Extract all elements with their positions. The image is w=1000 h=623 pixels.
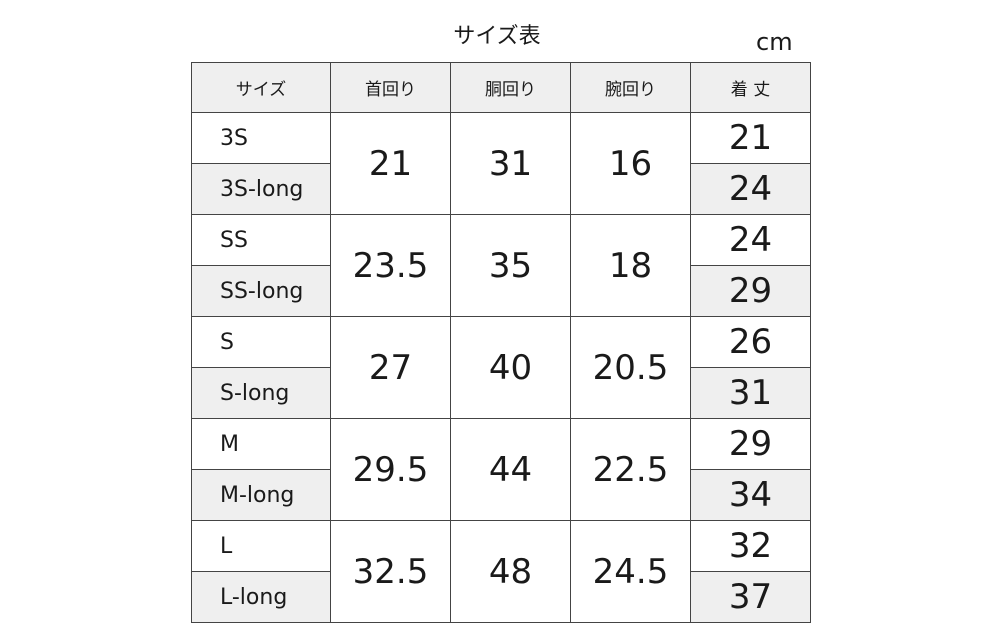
- header-chest: 胴回り: [450, 62, 571, 113]
- header-arm: 腕回り: [570, 62, 691, 113]
- table-row: S-long 31: [191, 367, 811, 419]
- header-row: サイズ 首回り 胴回り 腕回り 着 丈: [191, 62, 811, 113]
- neck-cell: 29.5: [330, 418, 451, 521]
- length-cell-long: 37: [690, 571, 811, 623]
- table-row: 3S 21 31 16 21: [191, 112, 811, 215]
- length-cell: 32: [690, 520, 811, 572]
- chest-cell: 44: [450, 418, 571, 521]
- length-cell-long: 29: [690, 265, 811, 317]
- length-cell-long: 31: [690, 367, 811, 419]
- chest-cell: 31: [450, 112, 571, 215]
- length-cell: 24: [690, 214, 811, 266]
- chest-cell: 40: [450, 316, 571, 419]
- size-cell: SS: [191, 214, 331, 266]
- length-cell-long: 24: [690, 163, 811, 215]
- table-row: L 32.5 48 24.5 32: [191, 520, 811, 623]
- length-cell: 29: [690, 418, 811, 470]
- table-row: 3S-long 24: [191, 163, 811, 215]
- table-row: S 27 40 20.5 26: [191, 316, 811, 419]
- neck-cell: 21: [330, 112, 451, 215]
- size-cell-long: M-long: [191, 469, 331, 521]
- size-cell: 3S: [191, 112, 331, 164]
- length-cell: 26: [690, 316, 811, 368]
- table-row: M-long 34: [191, 469, 811, 521]
- header-neck: 首回り: [330, 62, 451, 113]
- size-cell-long: SS-long: [191, 265, 331, 317]
- neck-cell: 27: [330, 316, 451, 419]
- size-cell-long: 3S-long: [191, 163, 331, 215]
- size-table: サイズ 首回り 胴回り 腕回り 着 丈 3S 21 31 16 21 3S-lon…: [191, 62, 811, 623]
- size-cell: L: [191, 520, 331, 572]
- chest-cell: 35: [450, 214, 571, 317]
- size-cell-long: L-long: [191, 571, 331, 623]
- header-length: 着 丈: [690, 62, 811, 113]
- chest-cell: 48: [450, 520, 571, 623]
- size-cell-long: S-long: [191, 367, 331, 419]
- arm-cell: 20.5: [570, 316, 691, 419]
- table-row: M 29.5 44 22.5 29: [191, 418, 811, 521]
- arm-cell: 18: [570, 214, 691, 317]
- unit-label: cm: [756, 28, 793, 56]
- length-cell-long: 34: [690, 469, 811, 521]
- arm-cell: 24.5: [570, 520, 691, 623]
- neck-cell: 32.5: [330, 520, 451, 623]
- header-size: サイズ: [191, 62, 331, 113]
- arm-cell: 16: [570, 112, 691, 215]
- page-title: サイズ表: [453, 24, 541, 49]
- size-cell: S: [191, 316, 331, 368]
- table-row: L-long 37: [191, 571, 811, 623]
- size-cell: M: [191, 418, 331, 470]
- neck-cell: 23.5: [330, 214, 451, 317]
- table-row: SS 23.5 35 18 24: [191, 214, 811, 317]
- length-cell: 21: [690, 112, 811, 164]
- arm-cell: 22.5: [570, 418, 691, 521]
